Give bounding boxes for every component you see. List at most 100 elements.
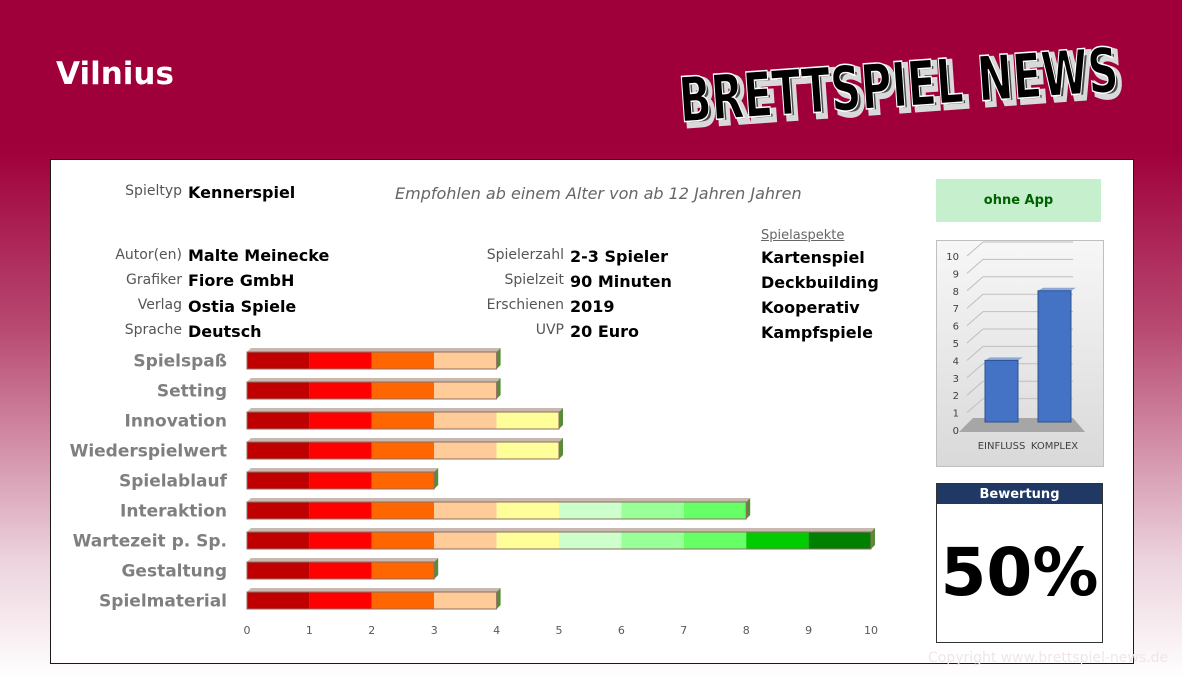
bar-segment	[247, 382, 310, 399]
aspects-heading: Spielaspekte	[761, 228, 845, 243]
bar-segment	[247, 412, 310, 429]
mini-bar	[984, 357, 1023, 423]
bar-segment	[309, 412, 372, 429]
bar-segment	[746, 532, 809, 549]
bar-segment	[371, 502, 435, 519]
category-label: Interaktion	[120, 502, 227, 522]
bar-segment	[434, 412, 497, 429]
category-label: Spielmaterial	[99, 592, 227, 612]
category-label: Wiederspielwert	[70, 442, 227, 462]
info-label: Spielzeit	[504, 272, 564, 288]
bar-outline	[246, 441, 560, 460]
game-title: Vilnius	[56, 56, 174, 92]
category-label: Spielspaß	[133, 352, 227, 372]
bar-side-face	[496, 348, 501, 369]
bar-segment	[683, 502, 747, 519]
bar-top-face	[247, 528, 875, 532]
bar-top-face	[247, 498, 751, 502]
review-card: Spieltyp Kennerspiel Empfohlen ab einem …	[50, 159, 1134, 664]
bar-segment	[434, 382, 497, 399]
bar-side-face	[746, 498, 751, 519]
rating-bar	[246, 378, 501, 400]
y-tick-label: 8	[953, 287, 959, 298]
x-tick-label: 6	[618, 624, 625, 637]
x-tick-label: 7	[680, 624, 687, 637]
bar-top-face	[247, 468, 439, 472]
info-value: 2019	[570, 297, 615, 316]
bar-segment	[808, 532, 871, 549]
rating-label: Bewertung	[937, 484, 1102, 504]
bar-segment	[434, 352, 497, 369]
complexity-chart-panel: 0 1 2 3 4 5 6 7 8 9 10 EINFLUSS KOMPLEX	[936, 240, 1104, 467]
x-tick-label: 2	[368, 624, 375, 637]
complexity-bar-chart: 0 1 2 3 4 5 6 7 8 9 10 EINFLUSS KOMPLEX	[946, 241, 1085, 452]
gridline-depth	[966, 380, 984, 396]
bar-top-face	[247, 378, 501, 382]
y-tick-label: 6	[953, 322, 959, 333]
bar-top-face	[247, 438, 563, 442]
bar-top-face	[985, 357, 1023, 361]
y-tick-label: 1	[953, 409, 959, 420]
bar-segment	[434, 592, 497, 609]
bar-segment	[371, 532, 435, 549]
category-label: Gestaltung	[121, 562, 227, 582]
brettspiel-news-logo: BRETTSPIEL NEWS BRETTSPIEL NEWS	[676, 33, 1128, 132]
category-label: Wartezeit p. Sp.	[73, 532, 227, 552]
bar-segment	[496, 412, 559, 429]
bar-segment	[309, 352, 372, 369]
bar-segment	[559, 532, 622, 549]
bar-top-face	[247, 348, 501, 352]
rating-bar	[246, 408, 563, 430]
bar-segment	[247, 532, 310, 549]
spieltyp-value: Kennerspiel	[188, 183, 296, 202]
bar-segment	[621, 532, 684, 549]
bar-top-face	[247, 558, 439, 562]
gridline-depth	[966, 241, 984, 257]
bar-outline	[246, 561, 435, 580]
gridline-depth	[966, 346, 984, 361]
bar-segment	[371, 352, 435, 369]
bar-segment	[247, 442, 310, 459]
bar-front	[1037, 290, 1072, 423]
info-value: Deutsch	[188, 322, 262, 341]
bar-segment	[371, 412, 435, 429]
bar-front	[984, 359, 1019, 423]
logo-text: BRETTSPIEL NEWS	[677, 33, 1121, 132]
gridline-depth	[966, 276, 984, 292]
info-label: Spielerzahl	[486, 247, 564, 263]
rating-bar	[246, 438, 563, 460]
bar-segment	[371, 592, 435, 609]
category-label: Innovation	[125, 412, 228, 432]
bar-outline	[246, 531, 872, 550]
bar-outline	[246, 411, 560, 430]
x-tick-label: 0	[244, 624, 251, 637]
bar-segment	[434, 532, 497, 549]
bar-segment	[247, 592, 310, 609]
y-tick-label: 3	[953, 374, 959, 385]
category-label: Setting	[157, 382, 227, 402]
app-badge: ohne App	[936, 179, 1101, 222]
y-tick-label: 2	[953, 391, 959, 402]
rating-bar	[246, 348, 501, 370]
aspect-item: Kooperativ	[761, 298, 860, 317]
bar-side-face	[559, 438, 563, 459]
category-label: Spielablauf	[119, 472, 228, 492]
bar-outline	[246, 471, 435, 490]
gridline-depth	[966, 363, 984, 379]
y-tick-label: 7	[953, 304, 959, 315]
aspect-item: Kampfspiele	[761, 323, 873, 342]
bar-segment	[434, 442, 497, 459]
bar-segment	[434, 502, 497, 519]
bar-segment	[247, 502, 310, 519]
bar-segment	[621, 502, 684, 519]
gridline-depth	[966, 398, 984, 413]
gridline-depth	[966, 259, 984, 274]
bar-side-face	[496, 378, 501, 399]
bar-segment	[496, 502, 559, 519]
gridline-depth	[966, 293, 984, 309]
bar-segment	[371, 442, 435, 459]
bar-side-face	[434, 558, 439, 579]
y-tick-label: 10	[946, 252, 959, 263]
rating-bar	[246, 468, 439, 490]
bar-segment	[309, 562, 372, 579]
